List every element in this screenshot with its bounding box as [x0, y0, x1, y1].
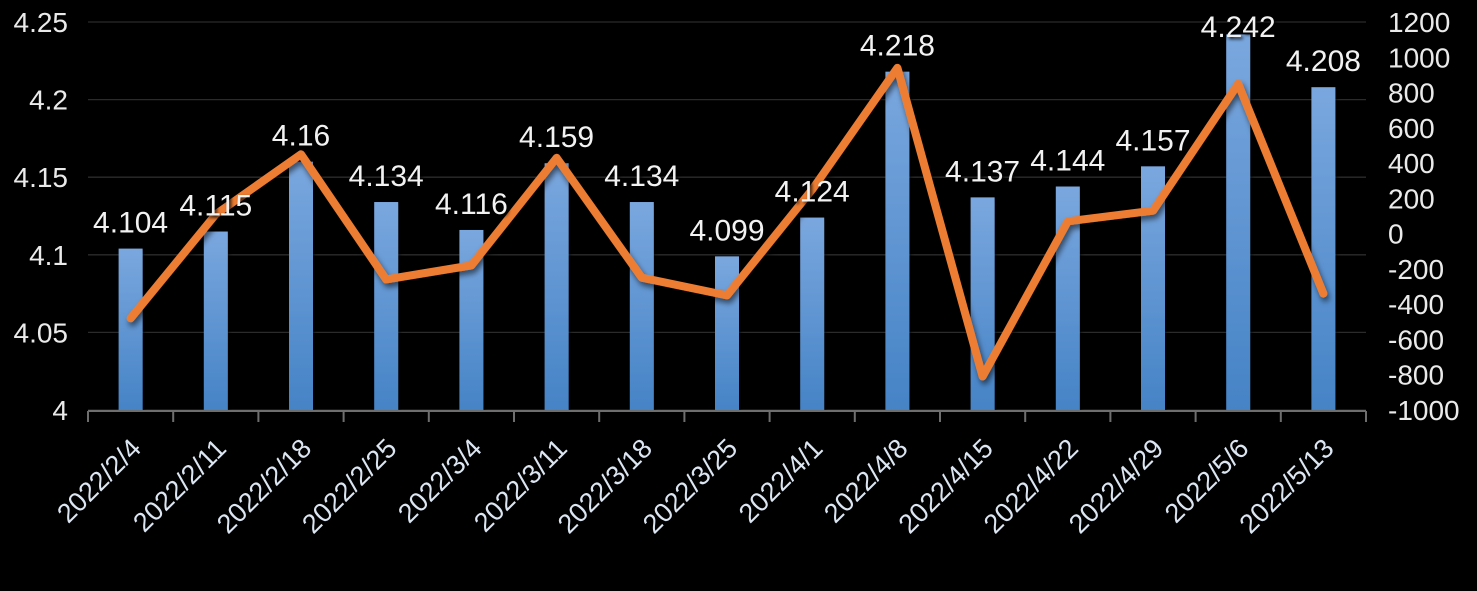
bar — [885, 71, 910, 411]
bar-value-label: 4.134 — [604, 160, 679, 193]
bar-value-label: 4.137 — [945, 155, 1020, 188]
trend-line — [126, 63, 1328, 381]
x-axis-label: 2022/3/25 — [637, 433, 743, 539]
bar — [629, 202, 654, 411]
bar — [374, 202, 399, 411]
bar-value-label: 4.116 — [435, 188, 508, 221]
x-axis-label: 2022/2/25 — [296, 433, 402, 539]
line-series — [126, 63, 1328, 381]
right-axis-tick-label: -200 — [1388, 254, 1444, 285]
bar-value-label: 4.104 — [93, 207, 168, 240]
bar-value-label: 4.134 — [349, 160, 424, 193]
x-axis — [87, 410, 1367, 422]
bar-value-label: 4.157 — [1115, 124, 1190, 157]
right-axis-tick-label: -400 — [1388, 289, 1444, 320]
bar-value-label: 4.144 — [1030, 145, 1105, 178]
right-axis-tick-label: 0 — [1388, 219, 1404, 250]
left-axis-tick-label: 4.1 — [29, 240, 68, 271]
left-axis-labels: 4.25 4.2 4.15 4.1 4.05 4 — [14, 7, 69, 426]
right-axis-tick-label: -800 — [1388, 360, 1444, 391]
x-axis-labels: 2022/2/42022/2/112022/2/182022/2/252022/… — [51, 433, 1339, 539]
x-axis-label: 2022/5/13 — [1233, 433, 1339, 539]
right-axis-tick-label: 1200 — [1388, 7, 1450, 38]
left-axis-tick-label: 4.2 — [29, 85, 68, 116]
right-axis-tick-label: 200 — [1388, 183, 1435, 214]
bar — [118, 248, 143, 411]
bar — [800, 217, 825, 411]
left-axis-tick-label: 4.15 — [14, 162, 69, 193]
bar-value-label: 4.124 — [775, 176, 850, 209]
bar-value-label: 4.16 — [272, 120, 330, 153]
left-axis-tick-label: 4.25 — [14, 7, 69, 38]
right-axis-tick-label: -1000 — [1388, 395, 1460, 426]
bar-value-label: 4.159 — [519, 121, 594, 154]
bar-value-labels: 4.104 4.115 4.16 4.134 4.116 4.159 4.134 4.099 4… — [93, 11, 1361, 247]
bar — [1311, 87, 1336, 412]
bar-value-label: 4.099 — [689, 214, 764, 247]
right-axis-tick-label: 1000 — [1388, 42, 1450, 73]
bar — [289, 161, 313, 411]
right-axis-tick-label: 800 — [1388, 78, 1435, 109]
x-axis-label: 2022/4/1 — [733, 433, 829, 529]
bar-value-label: 4.115 — [179, 190, 252, 223]
left-axis-tick-label: 4.05 — [14, 317, 69, 348]
right-axis-tick-label: 600 — [1388, 113, 1435, 144]
x-axis-label: 2022/4/29 — [1063, 433, 1169, 539]
right-axis-labels: 1200 1000 800 600 400 200 0 -200 -400 -600 -800 -10… — [1388, 7, 1460, 426]
bar-value-label: 4.242 — [1201, 11, 1276, 44]
bar-value-label: 4.208 — [1286, 45, 1361, 78]
bar — [203, 231, 228, 411]
left-axis-tick-label: 4 — [52, 395, 68, 426]
right-axis-tick-label: 400 — [1388, 148, 1435, 179]
bar-value-label: 4.218 — [860, 30, 935, 63]
right-axis-tick-label: -600 — [1388, 324, 1444, 355]
bar — [544, 163, 569, 411]
